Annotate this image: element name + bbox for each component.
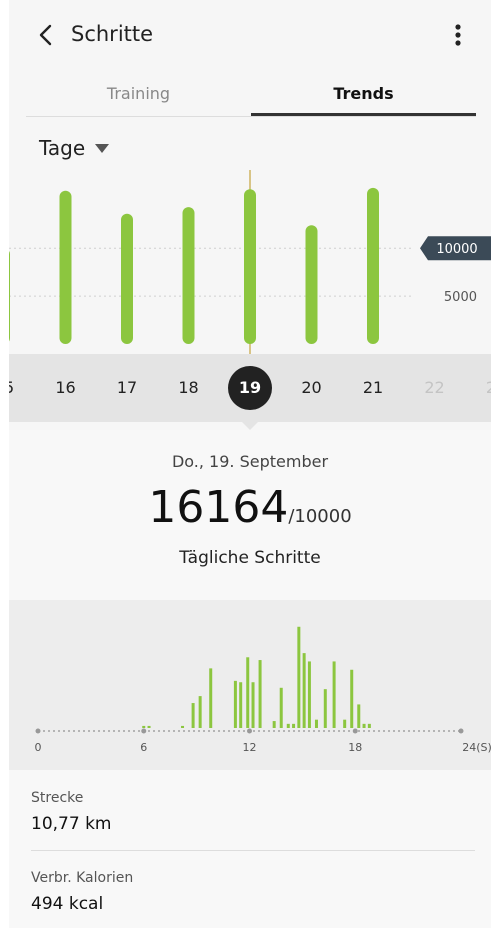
hour-bar xyxy=(142,725,146,728)
day-label-17[interactable]: 17 xyxy=(116,378,138,397)
dropdown-caret-icon xyxy=(95,143,110,153)
day-bar-19[interactable] xyxy=(244,189,256,344)
day-bar-16[interactable] xyxy=(59,190,72,344)
hour-bar xyxy=(233,680,237,728)
hour-bar xyxy=(191,703,195,728)
day-bar-15[interactable] xyxy=(9,248,10,344)
hourly-steps-panel: 0 6 12 18 24(S) xyxy=(9,600,491,770)
hour-label-3: 18 xyxy=(348,741,362,754)
day-bar-21[interactable] xyxy=(367,187,379,344)
hour-label-4: 24(S) xyxy=(462,741,491,754)
hour-tick-2 xyxy=(247,728,252,734)
daily-steps-chart[interactable]: 10000 5000 xyxy=(9,170,491,354)
distance-label: Strecke xyxy=(31,790,84,806)
step-count-value: 16164 xyxy=(148,482,289,533)
day-summary: Do., 19. September 16164/10000 Tägliche … xyxy=(9,430,491,600)
hour-bar xyxy=(258,660,262,728)
hour-bar xyxy=(209,668,213,728)
goal-label: 10000 xyxy=(436,242,477,257)
hour-bar xyxy=(297,626,301,728)
day-label-23[interactable]: 23 xyxy=(485,378,491,397)
day-bar-17[interactable] xyxy=(121,213,133,344)
selection-pointer xyxy=(242,422,258,430)
day-label-15[interactable]: 15 xyxy=(9,378,15,397)
day-bar-18[interactable] xyxy=(182,207,195,344)
day-label-22[interactable]: 22 xyxy=(424,378,445,397)
hour-label-1: 6 xyxy=(140,741,147,754)
hour-bar xyxy=(343,719,347,728)
calories-value: 494 kcal xyxy=(31,894,104,914)
goal-label-badge xyxy=(420,236,491,261)
hour-bar xyxy=(251,682,255,728)
app-bar: Schritte xyxy=(9,0,491,68)
app-screen: Schritte Training Trends Tage 10000 5000 … xyxy=(9,0,491,928)
hour-bar xyxy=(362,723,366,728)
axis-label-5000: 5000 xyxy=(444,290,477,305)
summary-caption: Tägliche Schritte xyxy=(179,548,321,568)
distance-value: 10,77 km xyxy=(31,814,112,834)
day-label-19[interactable]: 19 xyxy=(238,378,262,397)
tab-trends[interactable]: Trends xyxy=(333,84,394,103)
active-tab-indicator xyxy=(251,113,476,116)
hour-bar xyxy=(323,689,327,728)
period-label: Tage xyxy=(39,136,86,160)
hour-tick-3 xyxy=(352,728,358,734)
details-list: Strecke 10,77 km Verbr. Kalorien 494 kca… xyxy=(9,770,491,928)
hour-bar xyxy=(367,723,371,728)
calories-label: Verbr. Kalorien xyxy=(31,870,134,886)
day-label-20[interactable]: 20 xyxy=(301,378,322,397)
hour-bar xyxy=(181,725,185,728)
hour-bar xyxy=(314,719,318,728)
hour-bar xyxy=(307,661,311,728)
day-label-16[interactable]: 16 xyxy=(55,378,76,397)
hour-bar xyxy=(292,723,296,728)
day-label-18[interactable]: 18 xyxy=(178,378,199,397)
hour-label-2: 12 xyxy=(243,741,257,754)
details-divider xyxy=(31,850,475,851)
page-title: Schritte xyxy=(71,22,154,46)
hour-bar xyxy=(272,721,276,728)
hour-tick-1 xyxy=(141,728,147,734)
hour-tick-4 xyxy=(458,728,464,734)
hour-bar xyxy=(279,687,283,728)
day-selector[interactable]: 15 16 17 18 19 20 21 22 23 xyxy=(9,354,491,422)
hour-bar xyxy=(239,682,243,728)
day-bar-20[interactable] xyxy=(305,225,318,344)
selected-day-marker xyxy=(228,366,272,410)
hour-bar xyxy=(350,669,354,728)
step-count: 16164/10000 xyxy=(9,482,491,533)
tab-training[interactable]: Training xyxy=(106,84,171,103)
day-label-21[interactable]: 21 xyxy=(362,378,384,397)
hour-bar xyxy=(147,725,151,728)
hour-bar xyxy=(332,661,336,728)
back-arrow-icon[interactable] xyxy=(31,20,61,50)
hour-bar xyxy=(357,704,361,728)
hour-bar xyxy=(246,657,250,728)
summary-date: Do., 19. September xyxy=(171,452,329,471)
hour-bar xyxy=(198,696,202,728)
period-dropdown[interactable]: Tage xyxy=(39,133,110,163)
hour-label-0: 0 xyxy=(35,741,42,754)
hourly-steps-chart: 0 6 12 18 24(S) xyxy=(35,626,491,754)
tab-bar: Training Trends xyxy=(26,74,476,117)
more-options-icon[interactable] xyxy=(446,20,470,50)
hour-bar xyxy=(286,723,290,728)
hour-tick-0 xyxy=(35,728,41,734)
step-goal: /10000 xyxy=(288,506,352,527)
hour-bar xyxy=(302,653,306,728)
